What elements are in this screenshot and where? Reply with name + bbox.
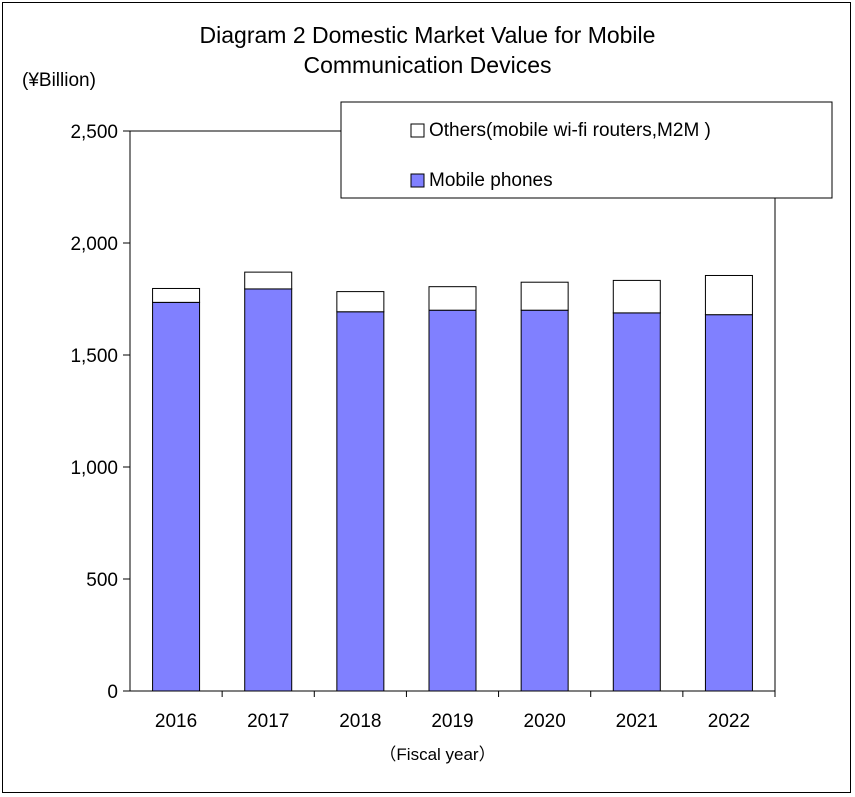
y-tick-label: 1,500 (70, 346, 118, 367)
legend-label-others: Others(mobile wi-fi routers,M2M ) (429, 120, 711, 141)
bar-others (152, 287, 201, 303)
x-tick-label: 2017 (247, 711, 289, 732)
bar-mobile-phones (704, 314, 753, 692)
bar-others (428, 286, 477, 311)
y-tick-label: 1,000 (70, 458, 118, 479)
bar-mobile-phones (244, 288, 293, 692)
chart-title: Diagram 2 Domestic Market Value for Mobi… (0, 20, 855, 80)
x-tick-label: 2021 (616, 711, 658, 732)
x-tick-label: 2022 (708, 711, 750, 732)
bar-mobile-phones (152, 301, 201, 692)
chart-title-line-2: Communication Devices (303, 52, 552, 78)
bar-mobile-phones (520, 309, 569, 692)
y-tick-label: 2,000 (70, 234, 118, 255)
y-tick-label: 2,500 (70, 122, 118, 143)
x-axis-label: （Fiscal year） (379, 745, 496, 764)
x-tick-label: 2020 (524, 711, 566, 732)
x-tick-label: 2016 (155, 711, 197, 732)
legend-swatch-mobile-phones (410, 173, 425, 188)
bar-others (704, 274, 753, 316)
legend-label-mobile-phones: Mobile phones (429, 170, 553, 191)
x-tick-label: 2019 (431, 711, 473, 732)
bar-others (336, 291, 385, 313)
bar-mobile-phones (428, 309, 477, 692)
bar-mobile-phones (612, 312, 661, 692)
bar-others (520, 281, 569, 311)
bar-mobile-phones (336, 311, 385, 692)
x-tick-label: 2018 (339, 711, 381, 732)
legend-swatch-others (410, 123, 425, 138)
chart-title-line-1: Diagram 2 Domestic Market Value for Mobi… (199, 22, 656, 48)
y-tick-label: 500 (86, 570, 118, 591)
bar-others (244, 271, 293, 290)
y-axis-unit-label: (¥Billion) (22, 70, 96, 91)
y-tick-label: 0 (107, 682, 118, 703)
bar-others (612, 279, 661, 314)
